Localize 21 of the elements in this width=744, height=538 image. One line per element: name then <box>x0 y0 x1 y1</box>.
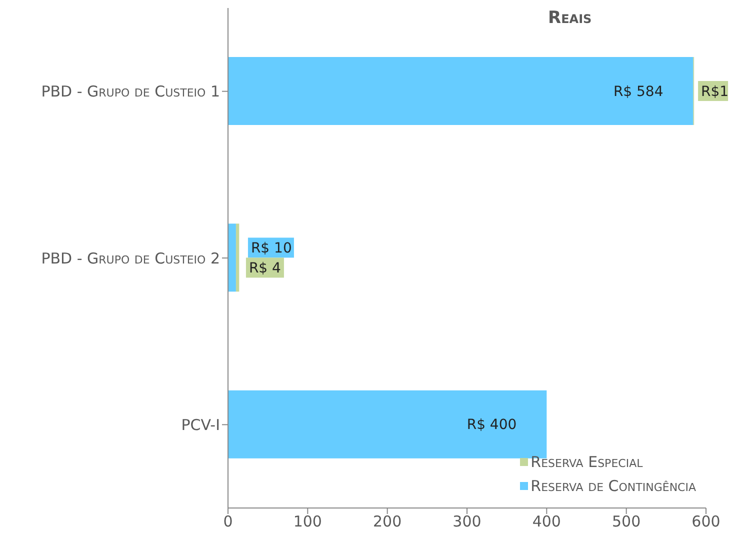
x-tick-label: 200 <box>373 512 402 531</box>
data-label: R$ 4 <box>248 260 282 277</box>
x-tick-label: 600 <box>692 512 720 531</box>
legend-label: Reserva de Contingência <box>530 477 696 495</box>
x-tick-label: 400 <box>532 512 561 531</box>
x-tick-label: 300 <box>452 512 482 531</box>
data-label: R$1 <box>701 84 729 100</box>
bar <box>236 224 240 292</box>
bar <box>228 224 236 292</box>
x-tick-label: 500 <box>612 512 641 531</box>
x-tick-label: 100 <box>293 512 322 531</box>
chart-title: Reais <box>548 8 592 28</box>
x-tick-label: 0 <box>223 512 233 531</box>
data-label: R$ 584 <box>613 84 664 100</box>
y-tick-label: PCV-I <box>181 416 220 434</box>
data-label: R$ 400 <box>466 417 517 434</box>
data-label: R$ 10 <box>250 240 292 257</box>
y-tick-label: PBD - Grupo de Custeio 1 <box>41 82 220 101</box>
y-tick-label: PBD - Grupo de Custeio 2 <box>41 249 220 268</box>
legend-label: Reserva Especial <box>530 453 643 471</box>
bar <box>228 57 694 125</box>
